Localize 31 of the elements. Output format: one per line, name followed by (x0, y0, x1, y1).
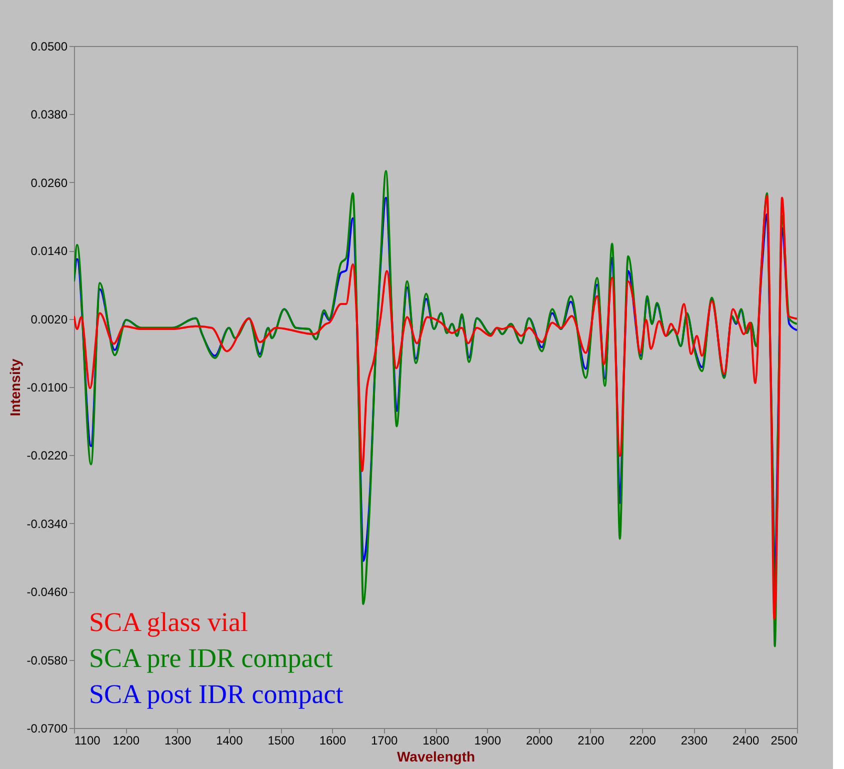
y-tick-label: -0.0700 (26, 722, 68, 736)
y-axis-title: Intensity (6, 358, 23, 416)
x-axis-title: Wavelength (396, 748, 476, 764)
y-tick-label: 0.0140 (30, 244, 68, 258)
y-tick-label: -0.0220 (26, 448, 68, 463)
x-tick-label: 1900 (474, 734, 502, 748)
y-tick-label: -0.0340 (26, 516, 68, 531)
x-tick-label: 1300 (164, 734, 192, 748)
x-tick-label: 1100 (74, 734, 101, 748)
x-tick-label: 2500 (770, 734, 798, 748)
x-tick-label: 1500 (268, 734, 295, 748)
series-label: SCA pre IDR compact (89, 643, 334, 673)
x-tick-label: 2400 (732, 734, 760, 748)
x-tick-label: 1400 (216, 734, 244, 748)
x-tick-label: 1200 (112, 734, 140, 748)
y-tick-label: 0.0500 (30, 40, 68, 54)
x-tick-label: 2000 (526, 734, 553, 748)
y-tick-label: 0.0260 (30, 176, 68, 190)
x-tick-label: 2200 (629, 734, 656, 748)
y-tick-label: 0.0020 (30, 312, 68, 326)
y-tick-label: -0.0100 (26, 380, 68, 394)
x-tick-label: 2100 (578, 734, 605, 748)
x-tick-label: 1700 (371, 734, 398, 748)
text: SCA post IDR compact (89, 679, 344, 709)
y-tick-label: -0.0460 (26, 585, 68, 600)
x-tick-label: 1800 (422, 734, 450, 748)
x-tick-label: 2300 (680, 734, 708, 748)
y-tick-label: -0.0580 (26, 653, 68, 668)
x-tick-label: 1600 (319, 734, 346, 748)
y-tick-label: 0.0380 (30, 108, 68, 122)
text: SCA glass vial (89, 607, 248, 637)
